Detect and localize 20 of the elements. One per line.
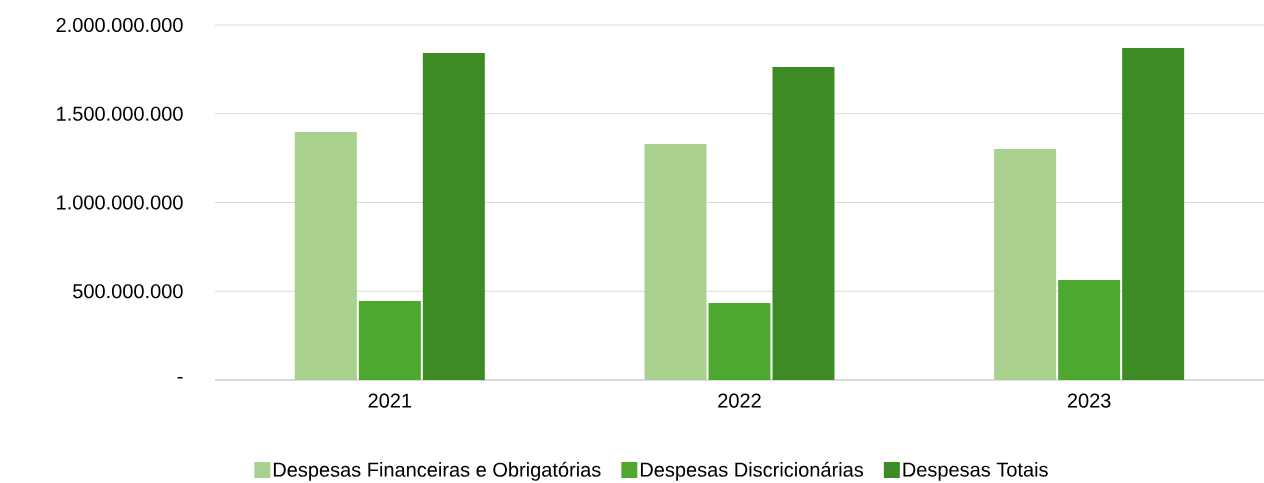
- legend-label: Despesas Discricionárias: [640, 461, 864, 481]
- bar: [422, 53, 485, 380]
- y-tick-label: 1.500.000.000: [57, 106, 183, 121]
- x-tick-label: 2021: [368, 393, 412, 408]
- bar: [644, 143, 707, 380]
- bar: [772, 67, 835, 380]
- y-tick-label: 2.000.000.000: [56, 17, 183, 33]
- bar: [1058, 280, 1121, 380]
- y-tick-label: -: [177, 376, 183, 379]
- legend-label: Despesas Totais: [903, 461, 1048, 481]
- bar: [294, 132, 357, 380]
- bar: [708, 302, 771, 380]
- y-tick-label: 500.000.000: [73, 284, 183, 299]
- bar: [994, 149, 1057, 380]
- legend-label: Despesas Financeiras e Obrigatórias: [273, 461, 601, 481]
- bar: [358, 301, 421, 380]
- x-tick-label: 2022: [718, 393, 761, 408]
- x-tick-label: 2023: [1067, 393, 1111, 408]
- bar: [1122, 48, 1185, 380]
- y-tick-label: 1.000.000.000: [57, 195, 183, 210]
